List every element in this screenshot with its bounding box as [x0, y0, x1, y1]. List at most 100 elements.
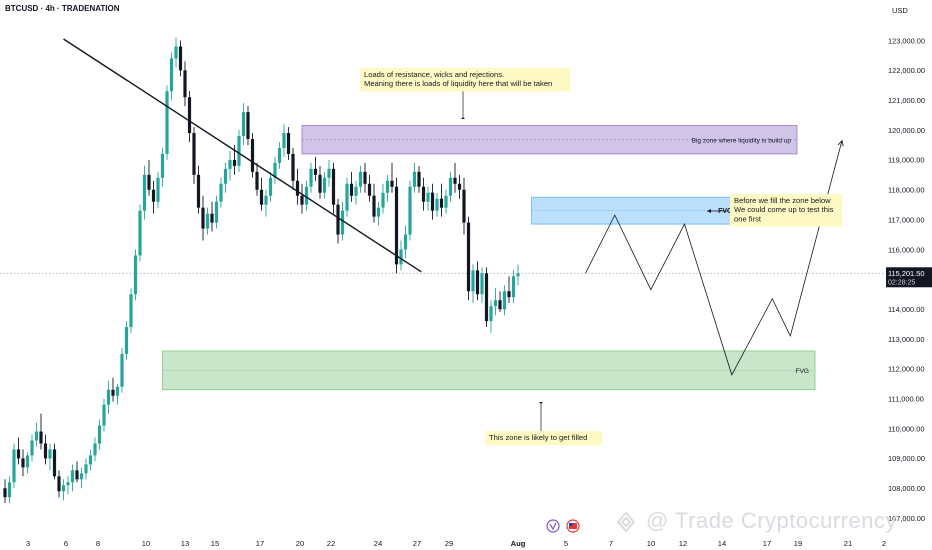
- y-tick-label: 118,000.00: [888, 186, 924, 195]
- candle-body: [336, 204, 340, 235]
- candle-body: [241, 112, 246, 137]
- y-tick-label: 123,000.00: [888, 36, 925, 45]
- y-tick-label: 119,000.00: [888, 156, 924, 165]
- candle-body: [129, 294, 133, 328]
- x-tick-label: 13: [181, 539, 189, 548]
- candle-body: [205, 213, 210, 229]
- y-tick-label: 110,000.00: [888, 424, 924, 433]
- candle-body: [111, 389, 115, 396]
- candle-body: [403, 234, 408, 250]
- zone-note-line: Before we fill the zone below: [734, 196, 831, 205]
- y-tick-label: 109,000.00: [888, 454, 925, 463]
- x-tick-label: Aug: [511, 539, 526, 548]
- candle-body: [264, 195, 268, 205]
- candle-body: [124, 327, 129, 354]
- zone-resistance-label: Big zone where liquidity is build up: [692, 137, 792, 144]
- watermark-logo-icon: [616, 512, 636, 532]
- candle-body: [462, 189, 466, 223]
- candle-body: [232, 159, 237, 166]
- x-tick-label: 21: [844, 539, 852, 548]
- candle-body: [444, 195, 448, 208]
- candle-body: [322, 177, 327, 193]
- candle-body: [327, 168, 331, 178]
- candle-body: [507, 291, 511, 298]
- candle-body: [192, 133, 196, 175]
- x-tick-label: 24: [374, 539, 382, 548]
- candle-body: [61, 485, 66, 492]
- lines-layer: [63, 38, 844, 376]
- y-tick-label: 121,000.00: [888, 96, 925, 105]
- candle-body: [435, 198, 439, 211]
- candle-body: [151, 189, 156, 202]
- candle-body: [30, 440, 34, 456]
- candle-body: [169, 58, 174, 92]
- candle-body: [430, 192, 435, 211]
- candle-body: [115, 386, 120, 396]
- candle-body: [475, 270, 480, 295]
- x-tick-label: 14: [718, 539, 726, 548]
- candle-body: [52, 449, 57, 477]
- event-icon-glyph: [549, 522, 557, 531]
- candle-body: [214, 201, 219, 223]
- candle-body: [331, 168, 336, 205]
- flag-icon-canton: [569, 523, 573, 526]
- candle-body: [93, 443, 97, 456]
- candle-body: [201, 207, 205, 229]
- candle-body: [84, 464, 88, 474]
- candle-body: [21, 458, 25, 468]
- liquidity-note-box: [360, 68, 570, 92]
- y-tick-label: 120,000.00: [888, 126, 925, 135]
- candle-body: [7, 482, 12, 498]
- zone-fvg-upper-label: FVG: [718, 208, 733, 215]
- candle-body: [178, 46, 183, 71]
- candle-body: [3, 488, 7, 498]
- fill-note-arrowhead: [539, 402, 543, 404]
- candle-body: [511, 276, 516, 298]
- x-tick-label: 8: [96, 539, 100, 548]
- y-tick-label: 122,000.00: [888, 66, 925, 75]
- candle-body: [345, 183, 349, 211]
- candle-body: [390, 180, 394, 187]
- candle-body: [381, 192, 385, 208]
- candle-body: [25, 455, 30, 468]
- candle-body: [318, 174, 322, 193]
- x-tick-label: 19: [794, 539, 802, 548]
- candle-body: [210, 213, 214, 223]
- candle-body: [223, 168, 228, 184]
- projection-arrowhead: [837, 139, 844, 147]
- trendline: [63, 38, 422, 273]
- x-tick-label: 12: [679, 539, 687, 548]
- candle-body: [228, 159, 232, 169]
- liquidity-note-arrowhead: [461, 117, 465, 119]
- axis-layer: 123,000.00 122,000.00 121,000.00 120,000.00…: [26, 36, 932, 548]
- y-tick-label: 117,000.00: [888, 215, 924, 224]
- candle-body: [120, 353, 124, 387]
- candle-body: [376, 207, 381, 217]
- candle-body: [255, 171, 259, 190]
- candle-body: [426, 192, 430, 202]
- zone-fvg-upper: [531, 196, 739, 225]
- candle-body: [484, 273, 489, 322]
- candle-body: [448, 177, 453, 196]
- x-tick-label: 2: [882, 539, 886, 548]
- candle-body: [133, 255, 138, 295]
- y-tick-label: 111,000.00: [888, 395, 924, 404]
- x-tick-label: 20: [296, 539, 304, 548]
- zone-note-box: [730, 194, 842, 227]
- candle-body: [138, 210, 142, 256]
- projection-path: [585, 140, 843, 376]
- candle-body: [156, 177, 160, 202]
- candle-body: [439, 198, 444, 208]
- y-tick-label: 112,000.00: [888, 365, 924, 374]
- x-tick-label: 7: [609, 539, 613, 548]
- candle-body: [309, 168, 313, 187]
- candle-body: [421, 186, 426, 202]
- candle-body: [165, 91, 169, 154]
- candle-body: [246, 112, 250, 140]
- flag-icon-fill: [569, 523, 577, 529]
- candle-body: [394, 186, 399, 265]
- candle-body: [480, 273, 484, 295]
- candle-body: [183, 70, 187, 98]
- candles-layer: [3, 37, 520, 504]
